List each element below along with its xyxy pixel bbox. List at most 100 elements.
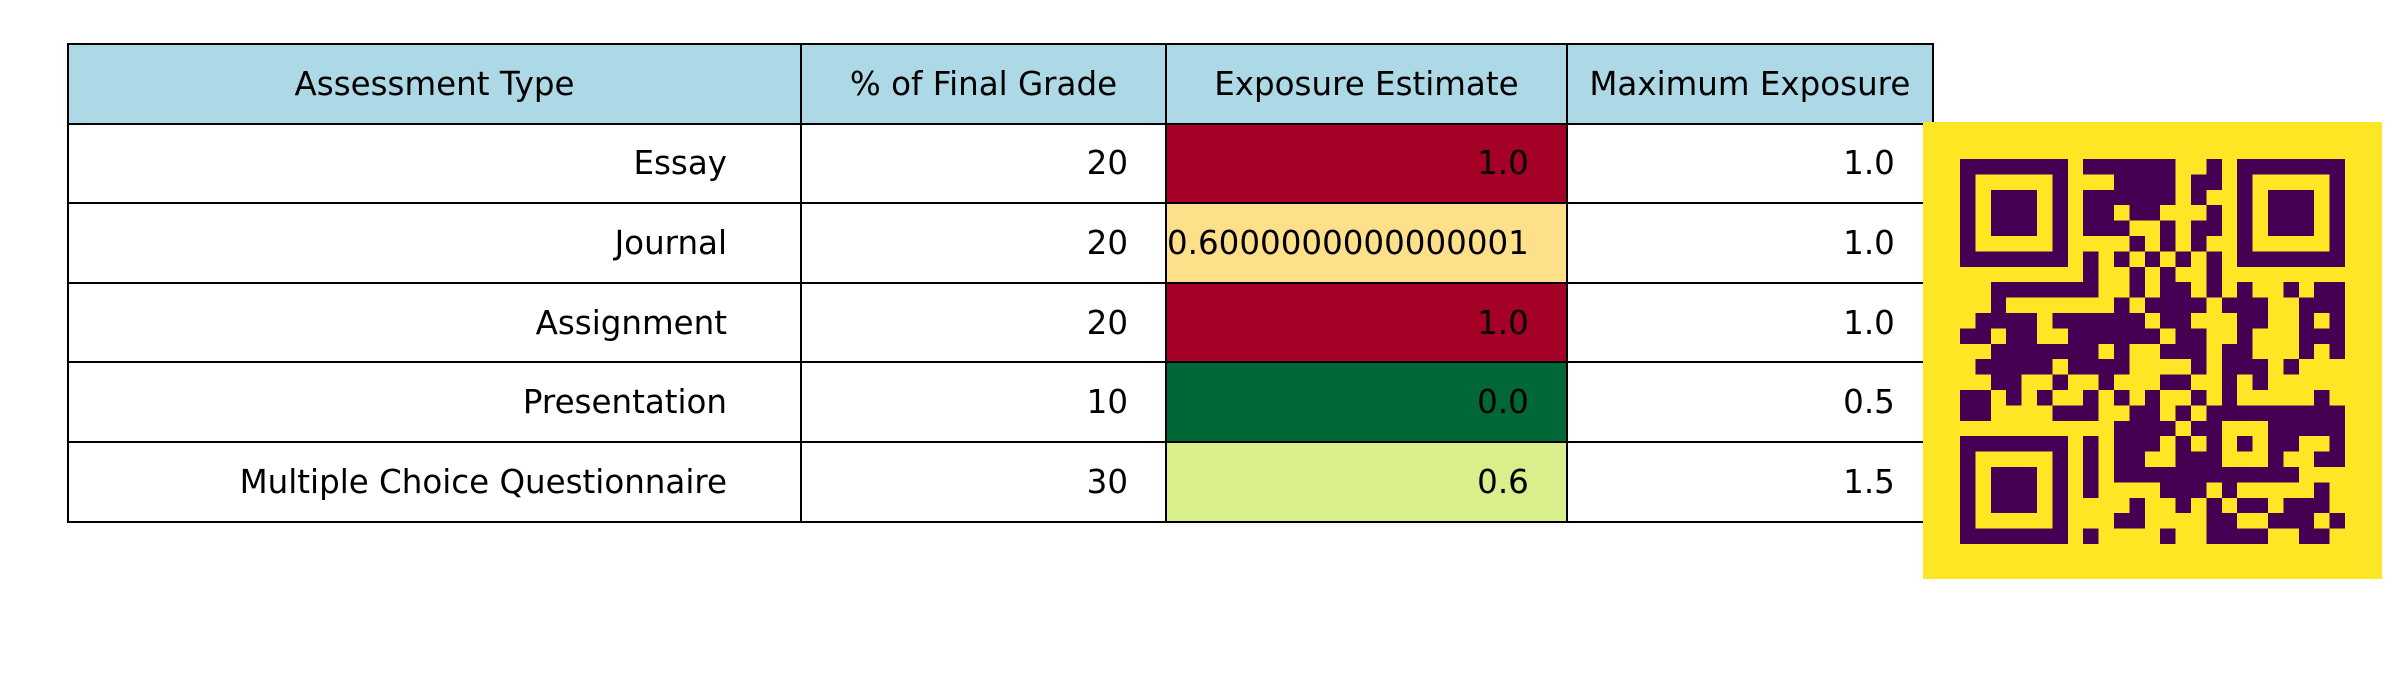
cell-assessment-type-text: Presentation [522,383,727,422]
qr-module [2129,236,2145,252]
qr-module [2329,420,2345,437]
qr-module [2144,159,2161,175]
cell-assessment-type: Assignment [67,281,802,364]
table-row: Presentation 10 0.0 0.5 [67,361,1934,443]
qr-module [2298,497,2315,514]
qr-module [1960,205,1976,221]
qr-module [2268,451,2284,467]
qr-module [2206,467,2222,483]
qr-module [2329,159,2345,175]
qr-module [2006,482,2022,498]
qr-module [1960,451,1976,467]
qr-module [2298,220,2315,236]
qr-module [2175,343,2191,360]
qr-module [1975,390,1991,406]
qr-module [1990,359,2007,375]
cell-final-grade-text: 20 [1086,303,1128,342]
qr-module [2298,205,2315,221]
cell-exposure-estimate-text: 1.0 [1477,303,1529,342]
qr-module [2160,467,2176,483]
qr-module [2052,251,2068,267]
qr-module [2144,297,2161,313]
qr-module [2160,313,2176,329]
qr-module [2021,467,2037,483]
qr-module [2160,297,2176,313]
cell-maximum-exposure: 1.0 [1565,281,1934,364]
qr-module [2083,467,2099,483]
qr-module [2221,482,2238,498]
qr-module [2206,205,2222,221]
qr-module [1975,359,1991,375]
qr-module [2329,236,2345,252]
qr-module [2175,374,2191,390]
qr-module [2191,390,2207,406]
qr-module [1960,220,1976,236]
qr-module [2052,405,2068,421]
qr-module [2129,497,2145,514]
qr-module [2067,405,2084,421]
qr-module [1960,528,1976,544]
qr-module [2314,528,2330,544]
cell-maximum-exposure-text: 0.5 [1843,383,1895,422]
qr-module [2283,251,2299,267]
qr-module [2314,297,2330,313]
qr-module [2298,420,2315,437]
qr-module [2021,205,2037,221]
qr-module [1960,405,1976,421]
header-assessment-type: Assessment Type [67,43,802,125]
table-row: Multiple Choice Questionnaire 30 0.6 1.5 [67,440,1934,523]
qr-module [2129,436,2145,452]
qr-module [2021,482,2037,498]
qr-module [2037,390,2053,406]
qr-module [2052,159,2068,175]
qr-module [2129,451,2145,467]
qr-module [1990,313,2007,329]
qr-module [2144,174,2161,190]
qr-module [2175,251,2191,267]
qr-module [2191,482,2207,498]
qr-module [2191,297,2207,313]
qr-module [2052,313,2068,329]
cell-maximum-exposure: 1.0 [1565,122,1934,205]
cell-final-grade-text: 20 [1086,144,1128,183]
qr-code-icon [1960,159,2345,544]
cell-maximum-exposure-text: 1.0 [1843,223,1895,262]
qr-module [2175,297,2191,313]
qr-module [2298,297,2315,313]
qr-module [2052,282,2068,298]
qr-module [2006,189,2022,206]
qr-module [2083,282,2099,298]
cell-final-grade: 30 [800,440,1167,523]
qr-module [2098,374,2114,390]
qr-module [2144,467,2161,483]
qr-module [2252,297,2268,313]
qr-module [2144,390,2161,406]
qr-module [2268,220,2284,236]
cell-exposure-estimate-text: 0.6 [1477,462,1529,501]
qr-module [2191,359,2207,375]
qr-module [2329,513,2345,529]
qr-module [2237,359,2253,375]
cell-maximum-exposure: 1.0 [1565,202,1934,284]
qr-module [2114,328,2130,344]
qr-module [2052,467,2068,483]
qr-module [2098,328,2114,344]
qr-module [2298,159,2315,175]
qr-module [2237,189,2253,206]
qr-module [2114,220,2130,236]
cell-maximum-exposure-text: 1.0 [1843,144,1895,183]
qr-module [2252,467,2268,483]
qr-module [2298,313,2315,329]
qr-module [1990,497,2007,514]
qr-module [2252,313,2268,329]
qr-module [2160,174,2176,190]
table-row: Assignment 20 1.0 1.0 [67,281,1934,364]
cell-assessment-type: Presentation [67,361,802,443]
qr-module [2083,390,2099,406]
cell-final-grade: 10 [800,361,1167,443]
qr-module [2206,159,2222,175]
qr-module [2314,159,2330,175]
qr-module [2083,266,2099,283]
qr-module [2237,205,2253,221]
cell-final-grade-text: 10 [1086,383,1128,422]
